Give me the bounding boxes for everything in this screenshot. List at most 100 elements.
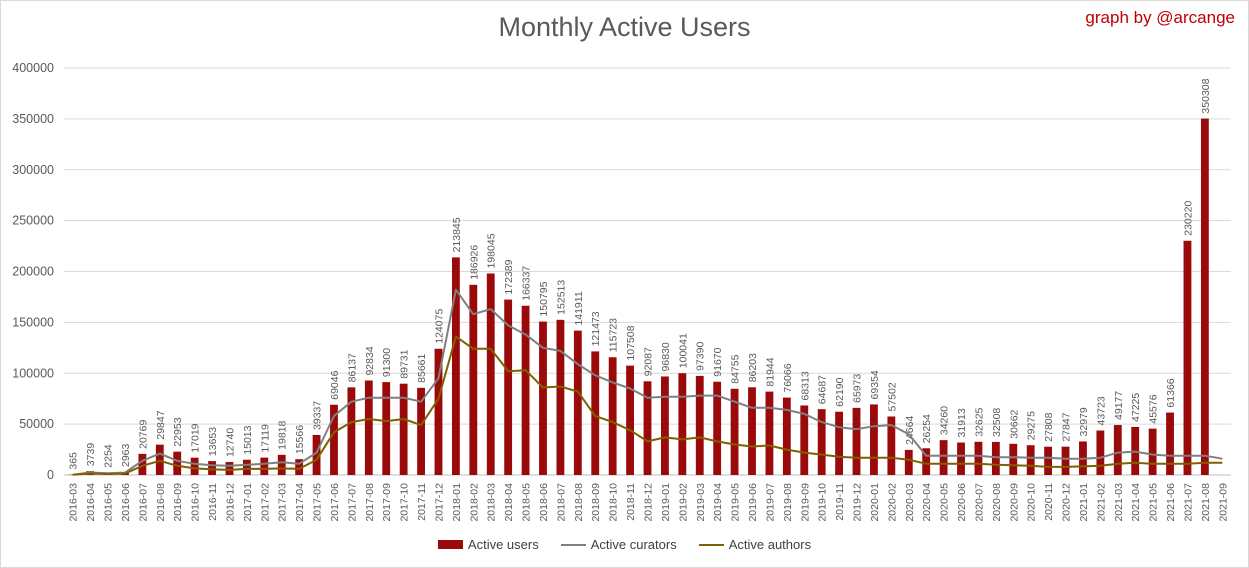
x-tick-label: 2021-08 bbox=[1200, 483, 1212, 522]
y-tick-label: 250000 bbox=[12, 214, 54, 228]
bar bbox=[1166, 412, 1174, 475]
credit-label: graph by @arcange bbox=[1085, 8, 1235, 27]
data-label: 27847 bbox=[1061, 412, 1073, 441]
x-tick-label: 2020-02 bbox=[886, 483, 898, 522]
x-tick-label: 2018-09 bbox=[590, 483, 602, 522]
bar bbox=[1044, 446, 1053, 475]
data-label: 26254 bbox=[921, 414, 933, 443]
data-label: 49177 bbox=[1113, 391, 1125, 420]
x-tick-label: 2017-12 bbox=[433, 483, 445, 522]
data-label: 13653 bbox=[207, 427, 219, 456]
x-tick-label: 2020-10 bbox=[1026, 483, 1038, 522]
y-tick-label: 350000 bbox=[12, 112, 54, 126]
x-tick-label: 2017-10 bbox=[399, 483, 411, 522]
legend-swatch-bar bbox=[437, 540, 463, 549]
x-tick-label: 2020-05 bbox=[939, 483, 951, 522]
data-label: 24664 bbox=[904, 416, 916, 445]
data-label: 124075 bbox=[433, 309, 445, 344]
data-label: 76066 bbox=[782, 363, 794, 392]
bar bbox=[312, 434, 321, 475]
x-tick-label: 2020-06 bbox=[956, 483, 968, 522]
bar bbox=[1113, 424, 1122, 475]
data-label: 213845 bbox=[451, 217, 463, 252]
data-label: 96830 bbox=[660, 342, 672, 371]
data-label: 17019 bbox=[190, 423, 202, 452]
data-label: 81944 bbox=[764, 357, 776, 386]
y-tick-label: 50000 bbox=[19, 417, 54, 431]
data-label: 32508 bbox=[991, 408, 1003, 437]
x-tick-label: 2017-06 bbox=[329, 483, 341, 522]
x-tick-label: 2017-02 bbox=[259, 483, 271, 522]
bar bbox=[138, 453, 147, 475]
data-label: 186926 bbox=[468, 245, 480, 280]
data-label: 150795 bbox=[538, 281, 550, 316]
x-tick-label: 2016-04 bbox=[85, 483, 97, 522]
bar bbox=[451, 257, 460, 475]
x-tick-label: 2021-01 bbox=[1078, 483, 1090, 522]
x-tick-label: 2018-02 bbox=[468, 483, 480, 522]
x-tick-label: 2018-03 bbox=[486, 483, 498, 522]
x-tick-label: 2021-05 bbox=[1148, 483, 1160, 522]
data-label: 32979 bbox=[1078, 407, 1090, 436]
data-label: 89731 bbox=[399, 349, 411, 378]
bar bbox=[539, 321, 547, 475]
bar bbox=[643, 381, 652, 475]
data-label: 47225 bbox=[1130, 393, 1142, 422]
bar bbox=[800, 405, 809, 475]
x-tick-label: 2019-02 bbox=[677, 483, 689, 522]
data-label: 91670 bbox=[712, 347, 724, 376]
x-tick-label: 2020-07 bbox=[973, 483, 985, 522]
bar bbox=[852, 407, 861, 475]
bar bbox=[1200, 118, 1209, 475]
x-tick-label: 2018-11 bbox=[625, 483, 637, 521]
legend: Active users Active curators Active auth… bbox=[0, 537, 1249, 552]
bar bbox=[626, 365, 635, 475]
bar bbox=[765, 391, 774, 475]
x-tick-label: 2019-08 bbox=[782, 483, 794, 522]
data-label: 17119 bbox=[259, 424, 271, 453]
data-label: 65973 bbox=[852, 374, 864, 403]
data-label: 198045 bbox=[486, 233, 498, 268]
y-tick-label: 400000 bbox=[12, 61, 54, 75]
data-label: 172389 bbox=[503, 259, 515, 294]
x-tick-label: 2020-03 bbox=[904, 483, 916, 522]
data-label: 29275 bbox=[1026, 411, 1038, 440]
bar bbox=[469, 284, 478, 475]
x-tick-label: 2021-03 bbox=[1113, 483, 1125, 522]
x-tick-label: 2019-01 bbox=[660, 483, 672, 522]
x-tick-label: 2017-11 bbox=[416, 483, 428, 521]
bar bbox=[190, 457, 199, 475]
bar bbox=[991, 441, 1000, 475]
x-tick-label: 2019-07 bbox=[764, 483, 776, 522]
bar bbox=[504, 299, 513, 475]
bar bbox=[225, 462, 234, 475]
data-label: 350308 bbox=[1200, 78, 1212, 113]
data-label: 30662 bbox=[1008, 409, 1020, 438]
data-label: 39337 bbox=[312, 401, 324, 430]
data-label: 27808 bbox=[1043, 412, 1055, 441]
x-tick-label: 2018-07 bbox=[555, 483, 567, 522]
bar bbox=[1183, 240, 1192, 475]
x-tick-label: 2016-09 bbox=[172, 483, 184, 522]
curators-line bbox=[72, 288, 1223, 476]
data-label: 115723 bbox=[608, 318, 620, 352]
bar bbox=[678, 373, 687, 475]
x-tick-label: 2016-03 bbox=[68, 483, 80, 522]
x-tick-label: 2020-11 bbox=[1043, 483, 1055, 521]
bar bbox=[1096, 430, 1105, 475]
bar bbox=[591, 351, 600, 475]
bar bbox=[364, 380, 373, 475]
x-tick-label: 2016-12 bbox=[224, 483, 236, 522]
x-tick-label: 2021-06 bbox=[1165, 483, 1177, 522]
bar bbox=[486, 273, 495, 475]
bar bbox=[1061, 446, 1070, 475]
bar bbox=[347, 387, 356, 475]
x-tick-label: 2018-10 bbox=[608, 483, 620, 522]
data-label: 2254 bbox=[103, 444, 115, 468]
x-tick-label: 2019-03 bbox=[695, 483, 707, 522]
x-tick-label: 2021-04 bbox=[1130, 483, 1142, 522]
x-tick-label: 2016-08 bbox=[155, 483, 167, 522]
bar bbox=[1009, 443, 1018, 475]
data-label: 166337 bbox=[521, 266, 533, 301]
